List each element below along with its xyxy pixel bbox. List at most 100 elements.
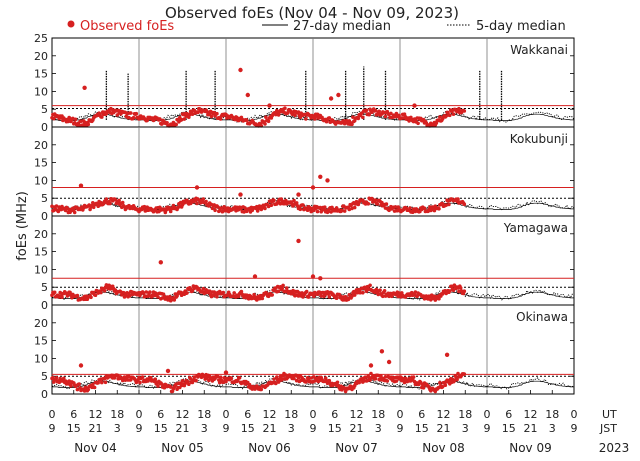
jst-tick-label: 15	[67, 422, 81, 435]
observed-point	[377, 109, 382, 114]
observed-point	[394, 379, 399, 383]
jst-tick-label: 3	[549, 422, 556, 435]
observed-peak-point	[325, 178, 330, 183]
observed-peak-point	[245, 92, 250, 98]
observed-point	[218, 375, 223, 380]
observed-point	[58, 290, 62, 295]
x-axis: 0 6 12 18 0 6 12 18 0 6 12 18 0 6 12 18 0 6 12 18 0 6 12 18 09 15…	[49, 390, 629, 455]
observed-point	[292, 198, 296, 203]
observed-point	[120, 200, 125, 205]
observed-point	[93, 293, 98, 298]
jst-tick-label: 3	[375, 422, 382, 435]
jst-tick-label: 15	[415, 422, 429, 435]
observed-point	[156, 384, 160, 388]
observed-point	[141, 291, 146, 295]
observed-point	[304, 117, 308, 121]
panel-okinawa: 0 5 10 15 20 Okinawa	[34, 304, 575, 401]
observed-point	[269, 203, 274, 207]
observed-point	[71, 116, 75, 121]
observed-point	[142, 204, 147, 209]
y-tick-label: 10	[34, 352, 48, 365]
observed-point	[275, 375, 279, 379]
ut-tick-label: 12	[437, 408, 451, 421]
observed-point	[266, 204, 271, 209]
median-27day-line	[52, 380, 574, 388]
observed-point	[81, 123, 85, 127]
observed-peak-point	[336, 92, 341, 98]
ut-tick-label: 12	[350, 408, 364, 421]
jst-tick-label: 9	[484, 422, 491, 435]
y-tick-label: 0	[41, 299, 48, 312]
observed-point	[165, 121, 169, 125]
observed-point	[259, 387, 264, 392]
observed-point	[209, 114, 214, 119]
observed-point	[255, 209, 260, 213]
observed-point	[376, 373, 381, 378]
observed-point	[140, 375, 145, 379]
median-5day-line	[51, 376, 575, 390]
observed-point	[456, 197, 460, 201]
observed-point	[86, 387, 91, 392]
jst-tick-label: 3	[201, 422, 208, 435]
observed-point	[91, 382, 95, 387]
observed-point	[350, 122, 354, 127]
observed-point	[201, 286, 206, 291]
observed-point	[168, 385, 173, 389]
observed-point	[127, 115, 131, 120]
jst-tick-label: 21	[263, 422, 277, 435]
observed-point	[100, 380, 104, 385]
y-tick-label: 5	[41, 370, 48, 383]
observed-point	[293, 113, 297, 118]
observed-point	[298, 207, 303, 212]
observed-point	[204, 199, 208, 204]
observed-peak-point	[318, 174, 323, 179]
jst-tick-label: 15	[241, 422, 255, 435]
observed-point	[368, 283, 372, 288]
observed-point	[421, 386, 426, 390]
observed-point	[172, 298, 177, 302]
day-label: Nov 04	[74, 441, 117, 455]
observed-point	[462, 109, 467, 113]
jst-tick-label: 15	[502, 422, 516, 435]
observed-point	[334, 206, 339, 210]
observed-point	[284, 286, 289, 290]
observed-point	[79, 119, 83, 123]
observed-point	[263, 122, 267, 126]
ut-tick-label: 0	[136, 408, 143, 421]
observed-point	[216, 205, 220, 209]
observed-peak-point	[310, 185, 316, 190]
observed-peak-point	[444, 352, 450, 357]
observed-point	[246, 297, 251, 301]
y-tick-label: 5	[41, 192, 48, 205]
observed-point	[373, 108, 378, 113]
observed-point	[213, 208, 217, 213]
observed-point	[343, 389, 348, 394]
observed-point	[201, 197, 206, 201]
observed-point	[263, 206, 267, 211]
jst-tick-label: 3	[462, 422, 469, 435]
observed-point	[350, 294, 354, 298]
observed-point	[350, 206, 354, 211]
observed-point	[426, 297, 430, 301]
observed-point	[280, 377, 285, 382]
observed-point	[384, 202, 389, 206]
panel-wakkanai: 0 5 10 15 20 25 Wakkanai	[34, 32, 575, 134]
observed-point	[364, 289, 369, 294]
observed-point	[72, 210, 77, 215]
ut-tick-label: 12	[263, 408, 277, 421]
observed-point	[385, 379, 390, 383]
jst-tick-label: 21	[176, 422, 190, 435]
observed-peak-point	[82, 85, 87, 91]
observed-point	[458, 286, 463, 290]
jst-tick-label: 3	[288, 422, 295, 435]
observed-point	[447, 202, 451, 207]
observed-point	[156, 295, 160, 299]
observed-point	[352, 205, 357, 210]
ut-tick-label: 6	[244, 408, 251, 421]
observed-point	[120, 378, 125, 383]
jst-tick-label: 9	[49, 422, 56, 435]
observed-point	[365, 378, 370, 383]
y-tick-label: 20	[34, 317, 48, 330]
jst-tick-label: 15	[154, 422, 168, 435]
observed-point	[245, 118, 249, 122]
